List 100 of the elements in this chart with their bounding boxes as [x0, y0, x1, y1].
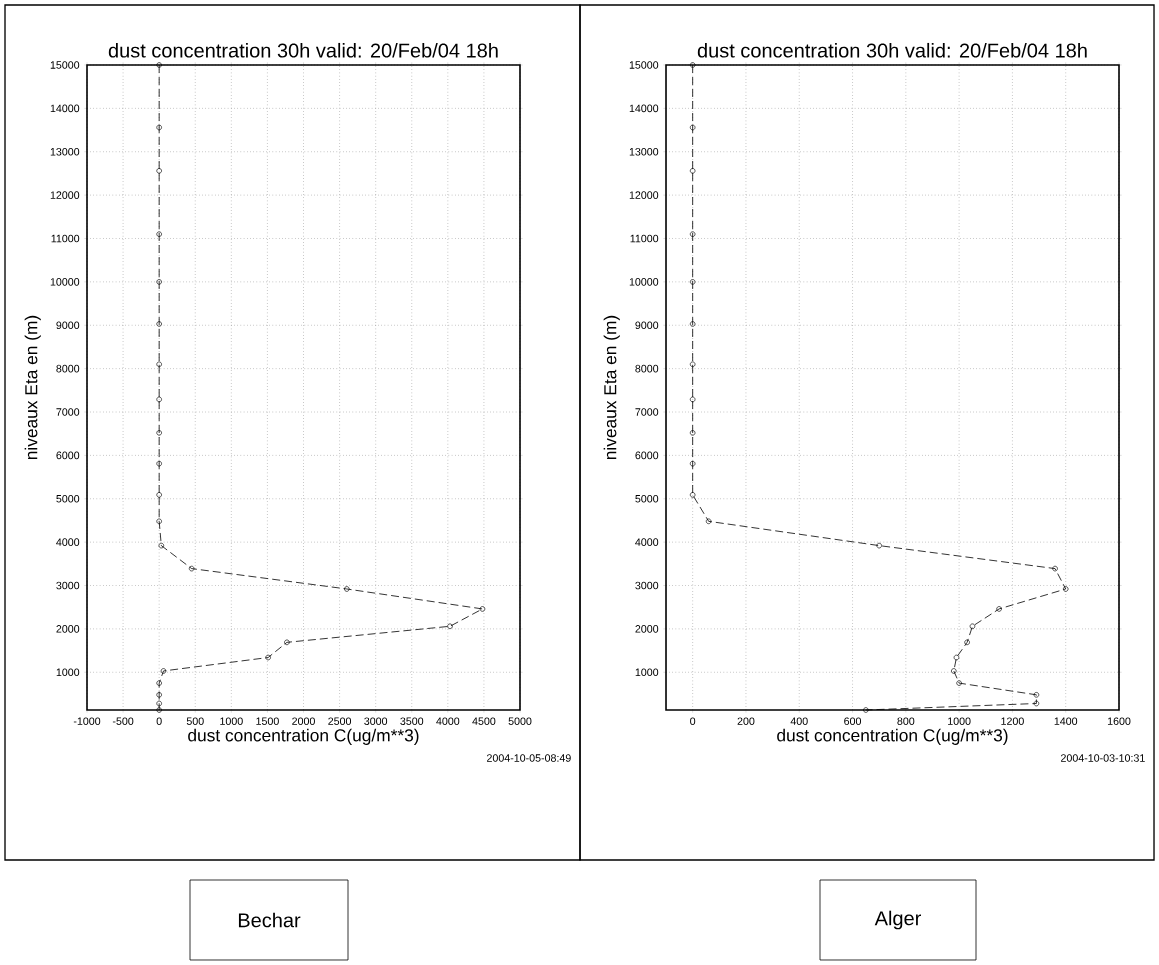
point	[689, 396, 696, 403]
y-axis-title: niveaux Eta en (m)	[24, 315, 41, 460]
y-tick-label: 3000	[635, 581, 659, 590]
point	[156, 168, 162, 174]
point	[344, 586, 350, 592]
y-tick-label: 7000	[635, 408, 659, 416]
y-tick-label: 15000	[629, 61, 659, 69]
y-tick-label: 5000	[635, 494, 659, 503]
point	[1062, 586, 1069, 592]
point	[953, 654, 960, 661]
x-axis-title: dust concentration C(ug/m**3)	[188, 728, 419, 745]
y-tick-label: 13000	[629, 147, 659, 156]
x-tick-label: 0	[156, 717, 162, 725]
y-tick-label: 4000	[56, 538, 80, 546]
y-tick-label: 9000	[56, 321, 80, 330]
x-tick-label: 3000	[364, 717, 388, 725]
point	[705, 518, 712, 525]
y-tick-label: 6000	[635, 451, 659, 460]
x-tick-label: 1600	[1107, 717, 1131, 725]
y-tick-label: 10000	[629, 278, 659, 286]
point	[156, 492, 162, 498]
point	[689, 168, 696, 174]
point	[969, 623, 976, 630]
point	[156, 680, 162, 686]
text: 2004-10-05-08:49	[487, 754, 571, 762]
text: 2004-10-03-10:31	[1061, 754, 1145, 762]
point	[689, 361, 696, 368]
y-tick-label: 1000	[635, 668, 659, 677]
point	[1033, 700, 1040, 707]
point	[689, 279, 696, 285]
y-tick-label: 7000	[56, 408, 80, 416]
chart-title: dust concentration 30h valid: 20/Feb/04 18h	[697, 42, 1087, 58]
point	[156, 700, 162, 707]
point	[689, 231, 696, 237]
y-tick-label: 14000	[629, 104, 659, 113]
x-tick-label: 1400	[1054, 717, 1078, 725]
y-axis-title: niveaux Eta en (m)	[603, 315, 620, 460]
x-tick-label: -500	[112, 717, 134, 725]
x-tick-label: 2000	[292, 717, 315, 725]
point	[689, 321, 696, 327]
point	[284, 639, 290, 646]
point	[156, 279, 162, 285]
point	[156, 692, 162, 698]
x-tick-label: 1200	[1001, 717, 1024, 725]
y-tick-label: 12000	[50, 191, 80, 199]
point	[863, 707, 869, 713]
point	[689, 460, 696, 467]
point	[160, 668, 167, 674]
y-tick-label: 15000	[50, 61, 80, 69]
point	[689, 62, 696, 68]
y-tick-label: 8000	[56, 364, 80, 373]
y-tick-label: 6000	[56, 451, 80, 460]
y-tick-label: 14000	[50, 104, 80, 113]
x-tick-label: 1000	[220, 717, 243, 725]
point	[156, 361, 162, 368]
x-tick-label: 600	[844, 717, 862, 725]
y-tick-label: 11000	[51, 234, 80, 243]
text: Alger	[874, 910, 921, 930]
y-tick-label: 5000	[56, 494, 80, 503]
point	[156, 396, 162, 403]
y-tick-label: 9000	[635, 321, 659, 330]
x-axis-title: dust concentration C(ug/m**3)	[777, 728, 1008, 745]
x-tick-label: 3500	[400, 717, 424, 725]
y-tick-label: 2000	[56, 625, 80, 633]
x-tick-label: 4500	[472, 717, 496, 725]
y-tick-label: 4000	[635, 538, 659, 546]
point	[156, 124, 162, 131]
x-tick-label: 400	[790, 717, 808, 725]
point	[1033, 692, 1040, 698]
y-tick-label: 11000	[630, 234, 659, 243]
x-tick-label: 0	[690, 717, 696, 725]
point	[956, 680, 962, 686]
x-tick-label: 5000	[508, 717, 532, 725]
y-tick-label: 12000	[629, 191, 659, 199]
point	[156, 430, 162, 436]
point	[447, 623, 453, 630]
x-tick-label: -1000	[73, 717, 101, 725]
x-tick-label: 4000	[436, 717, 460, 725]
point	[156, 231, 162, 237]
y-tick-label: 8000	[635, 364, 659, 373]
y-tick-label: 13000	[50, 147, 80, 156]
x-tick-label: 800	[897, 717, 915, 725]
y-tick-label: 3000	[56, 581, 80, 590]
point	[158, 542, 165, 549]
y-tick-label: 1000	[56, 668, 80, 677]
point	[156, 62, 162, 68]
point	[1052, 565, 1058, 572]
x-tick-label: 500	[186, 717, 204, 725]
y-tick-label: 2000	[635, 625, 659, 633]
point	[156, 460, 162, 467]
point	[876, 542, 882, 549]
x-tick-label: 1500	[256, 717, 279, 725]
x-tick-label: 2500	[328, 717, 352, 725]
x-tick-label: 1000	[948, 717, 971, 725]
point	[479, 606, 486, 612]
point	[156, 518, 162, 525]
point	[188, 565, 195, 572]
point	[996, 606, 1002, 612]
y-tick-label: 10000	[50, 278, 80, 286]
point	[964, 639, 970, 646]
